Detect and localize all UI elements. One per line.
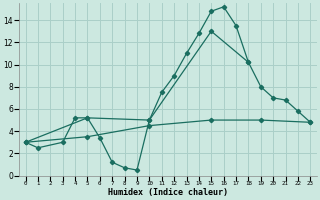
X-axis label: Humidex (Indice chaleur): Humidex (Indice chaleur): [108, 188, 228, 197]
